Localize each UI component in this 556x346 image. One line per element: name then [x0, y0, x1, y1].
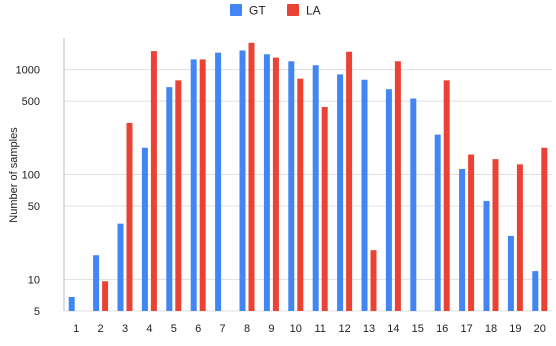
- legend: GT LA: [230, 4, 321, 18]
- bar-la-16: [443, 80, 450, 312]
- x-tick-label: 5: [171, 323, 177, 335]
- bar-la-6: [199, 59, 206, 311]
- legend-label-la: LA: [306, 4, 321, 18]
- bar-gt-19: [507, 235, 514, 311]
- bar-la-19: [516, 164, 523, 311]
- bar-gt-17: [459, 168, 466, 311]
- bar-gt-14: [385, 89, 392, 311]
- y-tick-label: 500: [22, 96, 40, 108]
- bar-gt-7: [215, 52, 222, 312]
- x-tick-label: 16: [436, 323, 448, 335]
- y-axis-title: Number of samples: [8, 127, 20, 223]
- x-tick-label: 12: [338, 323, 350, 335]
- y-tick-label: 1000: [16, 65, 40, 77]
- bar-gt-5: [166, 87, 173, 312]
- x-tick-label: 1: [73, 323, 79, 335]
- x-tick-label: 4: [146, 323, 152, 335]
- bar-la-14: [394, 61, 401, 311]
- bar-gt-18: [483, 200, 490, 311]
- x-tick-label: 17: [460, 323, 472, 335]
- bar-la-9: [272, 57, 279, 312]
- y-tick-label: 10: [28, 274, 40, 286]
- x-tick-label: 11: [314, 323, 325, 335]
- bar-gt-1: [68, 296, 75, 311]
- y-tick-labels: 5 10 50 100 500 1000: [16, 65, 40, 318]
- bar-gt-2: [93, 255, 100, 311]
- bar-la-18: [492, 159, 499, 311]
- legend-swatch-la: [287, 4, 299, 16]
- x-tick-label: 19: [509, 323, 521, 335]
- bar-la-5: [175, 80, 182, 312]
- x-tick-label: 10: [290, 323, 302, 335]
- y-tick-label: 100: [22, 170, 40, 182]
- bar-la-10: [297, 78, 304, 311]
- x-tick-label: 13: [363, 323, 375, 335]
- bar-gt-10: [288, 61, 295, 311]
- x-tick-label: 3: [122, 323, 128, 335]
- x-tick-label: 2: [98, 323, 104, 335]
- x-tick-label: 9: [268, 323, 274, 335]
- x-tick-label: 8: [244, 323, 250, 335]
- bar-la-3: [126, 122, 133, 311]
- bar-gt-13: [361, 79, 368, 312]
- y-tick-label: 5: [34, 306, 40, 318]
- bar-gt-4: [141, 147, 148, 311]
- x-tick-label: 6: [195, 323, 201, 335]
- bar-la-4: [150, 51, 157, 311]
- legend-swatch-gt: [230, 4, 242, 16]
- x-tick-label: 18: [485, 323, 497, 335]
- legend-label-gt: GT: [249, 4, 266, 18]
- bar-gt-12: [337, 74, 344, 312]
- bar-gt-9: [263, 54, 270, 311]
- bar-gt-15: [410, 98, 417, 312]
- bar-gt-11: [312, 65, 319, 312]
- bar-la-8: [248, 42, 255, 312]
- bar-la-20: [541, 147, 548, 311]
- bar-gt-8: [239, 50, 246, 311]
- y-tick-label: 50: [28, 201, 40, 213]
- bar-gt-20: [532, 271, 539, 311]
- x-tick-label: 7: [220, 323, 226, 335]
- x-tick-label: 14: [387, 323, 399, 335]
- bar-gt-3: [117, 223, 124, 311]
- x-tick-label: 20: [534, 323, 546, 335]
- bar-la-2: [102, 281, 109, 311]
- bar-la-12: [346, 51, 353, 312]
- bar-gt-16: [434, 134, 441, 311]
- bar-la-17: [468, 154, 475, 311]
- bar-la-11: [321, 106, 328, 311]
- bar-gt-6: [190, 59, 197, 311]
- bar-la-13: [370, 250, 377, 311]
- bars: [68, 42, 548, 312]
- x-tick-labels: 1 2 3 4 5 6 7 8 9 10 11 12 13 14 15 16 17 18 19 20: [73, 323, 546, 335]
- x-tick-label: 15: [412, 323, 424, 335]
- gridlines: [63, 38, 552, 312]
